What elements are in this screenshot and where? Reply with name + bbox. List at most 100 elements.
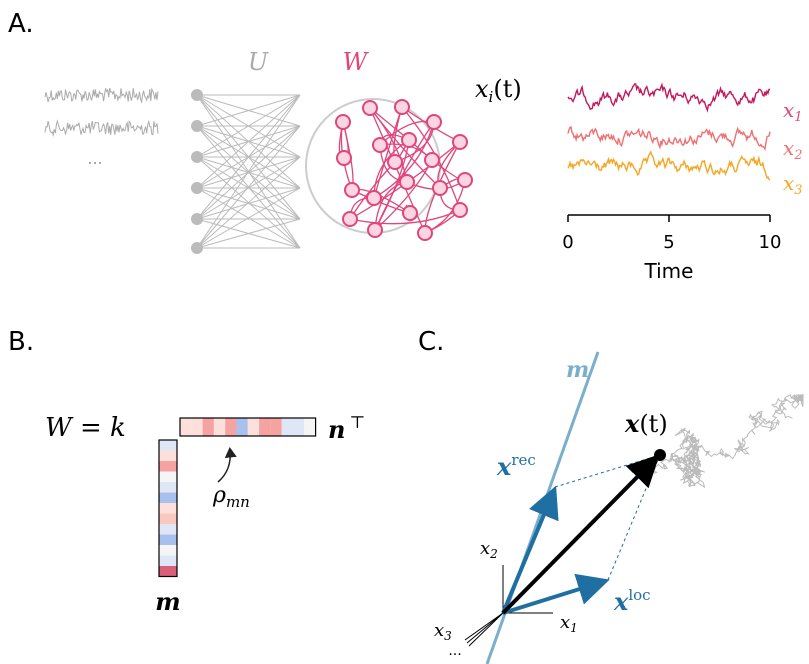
axis-label: x1 (560, 612, 578, 635)
input-noise (45, 88, 158, 102)
cell (304, 418, 315, 436)
cell (237, 418, 248, 436)
sup: loc (628, 586, 650, 604)
base: x (624, 409, 640, 438)
trace-label: x3 (783, 171, 803, 198)
cell (159, 556, 177, 567)
rec-arrow (503, 493, 553, 613)
cell (270, 418, 281, 436)
cell (159, 451, 177, 462)
w-label: W (343, 48, 370, 76)
base: n (328, 415, 345, 444)
cell (159, 440, 177, 451)
tick-label: 0 (562, 232, 573, 253)
neuron (373, 138, 387, 152)
cell (214, 418, 225, 436)
state-label: xi(t) (475, 75, 522, 106)
base: ρ (212, 483, 226, 508)
state-point (654, 449, 666, 461)
panel-label: C. (418, 327, 444, 357)
axis-label: x2 (480, 538, 498, 561)
base: x (783, 98, 794, 122)
neuron (337, 151, 351, 165)
corr-label: ρmn (212, 483, 250, 511)
sub: 2 (793, 148, 802, 163)
cell (180, 418, 191, 436)
cell (159, 472, 177, 483)
base: x (434, 620, 444, 641)
neuron (427, 115, 441, 129)
projection (608, 455, 660, 580)
sub: 3 (794, 183, 802, 198)
cell (159, 514, 177, 525)
neuron (403, 206, 417, 220)
neuron (418, 226, 432, 240)
neuron (345, 183, 359, 197)
sup: rec (511, 451, 535, 469)
loc-label: xloc (613, 586, 651, 616)
cell (159, 535, 177, 546)
sup: ⊤ (349, 413, 365, 433)
input-noise (45, 121, 158, 135)
neuron (368, 223, 382, 237)
input-node (191, 213, 203, 225)
tick-label: 5 (663, 232, 674, 253)
rest: (t) (493, 75, 521, 103)
base: x (560, 612, 570, 633)
input-node (191, 182, 203, 194)
input-node (191, 242, 203, 254)
neuron (458, 173, 472, 187)
panel-label: B. (8, 327, 34, 357)
base: x (613, 587, 629, 616)
cell (203, 418, 214, 436)
cell (282, 418, 293, 436)
cell (159, 545, 177, 556)
trace-label: x1 (783, 98, 803, 125)
m-axis-label: m (566, 357, 589, 383)
neuron (388, 155, 402, 169)
m-axis (487, 352, 598, 664)
trace-label: x2 (783, 136, 803, 163)
rec-label: xrec (496, 451, 536, 481)
base: x (496, 452, 512, 481)
base: x (783, 171, 794, 195)
sub: 1 (570, 621, 578, 635)
cell (159, 493, 177, 504)
cell (159, 482, 177, 493)
sub: 3 (444, 629, 452, 643)
tick-label: 10 (759, 232, 782, 253)
equation: W = k (45, 413, 126, 443)
base: x (783, 136, 794, 160)
cell (248, 418, 259, 436)
neuron (363, 101, 377, 115)
ellipsis: ... (448, 643, 461, 659)
neuron (400, 175, 414, 189)
neuron (425, 153, 439, 167)
sub: 1 (794, 110, 802, 125)
cell (159, 566, 177, 577)
neuron (402, 133, 416, 147)
trace (568, 84, 770, 110)
rest: (t) (639, 410, 667, 438)
corr-arrow (218, 450, 230, 482)
neuron (343, 212, 357, 226)
row-vector-label: n⊤ (328, 413, 365, 444)
neuron (453, 135, 467, 149)
input-node (191, 151, 203, 163)
sub: mn (226, 493, 250, 511)
cell (191, 418, 202, 436)
trace (568, 127, 770, 149)
column-vector-label: m (155, 587, 180, 616)
neuron (395, 100, 409, 114)
axis-label: Time (644, 259, 694, 283)
cell (159, 503, 177, 514)
state-label: x(t) (624, 409, 668, 438)
neuron (433, 181, 447, 195)
u-label: U (248, 48, 269, 76)
ellipsis: ... (87, 149, 102, 168)
neuron (367, 191, 381, 205)
cell (259, 418, 270, 436)
base: x (475, 75, 489, 103)
input-node (191, 89, 203, 101)
neuron (453, 203, 467, 217)
